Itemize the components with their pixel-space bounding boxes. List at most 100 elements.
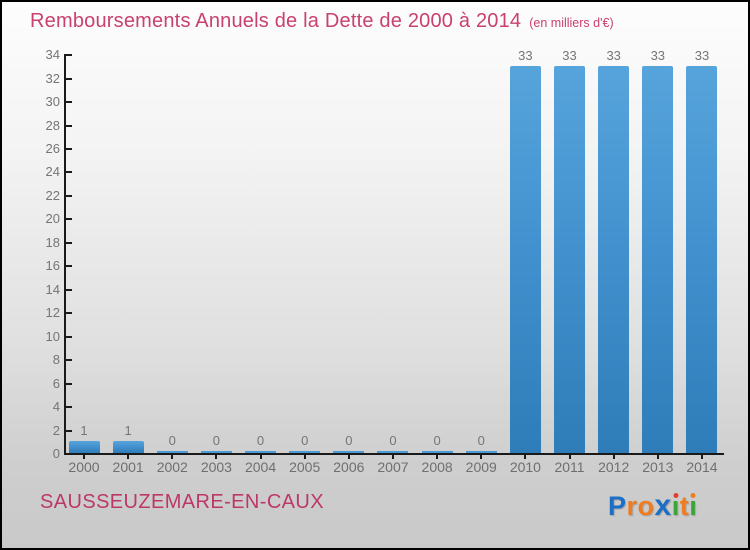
bar-value-label: 33 <box>562 48 577 63</box>
x-axis-tick-label: 2003 <box>200 459 232 475</box>
x-axis-tick <box>436 455 439 459</box>
y-axis-tick-label: 30 <box>45 94 60 110</box>
bar-value-label: 0 <box>345 433 353 448</box>
x-axis-tick-label: 2014 <box>686 459 718 475</box>
bar-2003 <box>200 451 232 453</box>
bar-2014 <box>686 66 718 453</box>
y-axis-tick <box>66 218 72 221</box>
y-axis-tick <box>66 148 72 151</box>
x-axis-tick-label: 2002 <box>156 459 188 475</box>
x-axis-tick <box>303 455 306 459</box>
bar-chart: 0 2 4 6 8 10 12 14 16 18 20 22 24 26 28 30 32 34 1 2000 1 200… <box>2 2 748 482</box>
y-axis-tick-label: 6 <box>52 375 60 391</box>
logo-letter: ı <box>671 491 680 521</box>
y-axis-tick-label: 32 <box>45 70 60 86</box>
y-axis-tick-label: 16 <box>45 258 60 274</box>
x-axis-tick-label: 2008 <box>421 459 453 475</box>
logo-letter-dot <box>690 493 696 498</box>
x-axis-tick <box>480 455 483 459</box>
x-axis-tick-label: 2000 <box>68 459 100 475</box>
bar-2007 <box>377 451 409 453</box>
y-axis-tick-label: 28 <box>45 117 60 133</box>
x-axis-tick-label: 2001 <box>112 459 144 475</box>
chart-header: Remboursements Annuels de la Dette de 20… <box>30 10 614 33</box>
y-axis-tick <box>66 359 72 362</box>
y-axis-tick <box>66 241 72 244</box>
bar-value-label: 0 <box>212 433 221 448</box>
y-axis-tick <box>66 101 72 104</box>
bar-2008 <box>421 451 453 453</box>
y-axis-tick-label: 22 <box>45 187 60 203</box>
y-axis-tick <box>66 194 72 197</box>
x-axis-tick-label: 2006 <box>333 459 365 475</box>
x-axis-tick <box>612 455 615 459</box>
bar-2012 <box>598 66 630 453</box>
y-axis-tick <box>66 382 72 385</box>
x-axis-tick <box>83 455 85 459</box>
y-axis-tick <box>66 171 72 174</box>
x-axis-tick-label: 2007 <box>377 459 409 475</box>
logo-letter: x <box>654 489 672 522</box>
bar-value-label: 1 <box>80 423 88 438</box>
x-axis-tick <box>347 455 350 459</box>
y-axis-tick-label: 14 <box>45 281 60 297</box>
bar-value-label: 0 <box>477 433 485 448</box>
bar-value-label: 33 <box>694 48 710 63</box>
x-axis-tick-label: 2013 <box>642 459 674 475</box>
x-axis-tick-label: 2010 <box>509 459 541 475</box>
y-axis-tick <box>66 453 72 455</box>
bar-value-label: 33 <box>518 48 533 63</box>
proxiti-logo: Proxı tı <box>608 489 697 523</box>
chart-title: Remboursements Annuels de la Dette de 20… <box>30 10 522 32</box>
y-axis-tick-label: 18 <box>45 234 60 250</box>
bar-value-label: 0 <box>433 433 441 448</box>
bar-2000 <box>68 441 100 453</box>
x-axis-tick-label: 2012 <box>598 459 630 475</box>
bar-2004 <box>245 451 277 453</box>
commune-name: SAUSSEUZEMARE-EN-CAUX <box>40 491 324 513</box>
x-axis-tick <box>524 455 527 459</box>
y-axis-tick-label: 2 <box>52 422 60 438</box>
bar-value-label: 0 <box>389 433 397 448</box>
logo-letter: t <box>679 491 690 521</box>
bar-2010 <box>509 66 541 453</box>
chart-subtitle: (en milliers d'€) <box>529 16 614 30</box>
x-axis-tick <box>127 455 130 459</box>
y-axis-tick <box>66 288 72 291</box>
bar-2013 <box>642 66 674 453</box>
y-axis-tick-label: 8 <box>52 352 60 368</box>
y-axis-tick <box>66 77 72 80</box>
x-axis-tick <box>568 455 571 459</box>
y-axis-tick <box>66 312 72 315</box>
x-axis-tick <box>259 455 262 459</box>
y-axis-tick <box>66 429 72 432</box>
bar-2001 <box>112 441 144 453</box>
x-axis-line <box>64 453 724 455</box>
y-axis-tick <box>66 265 72 268</box>
bar-2006 <box>333 451 365 453</box>
x-axis-tick <box>700 455 703 459</box>
y-axis-tick <box>66 54 72 57</box>
bar-2009 <box>465 451 497 453</box>
x-axis-tick-label: 2011 <box>554 459 585 475</box>
x-axis-tick-label: 2009 <box>465 459 497 475</box>
bar-2002 <box>156 451 188 453</box>
y-axis-tick-label: 20 <box>45 211 60 227</box>
y-axis-line <box>64 54 66 455</box>
y-axis-tick-label: 10 <box>45 328 60 344</box>
bar-value-label: 0 <box>301 433 309 448</box>
x-axis-tick <box>171 455 174 459</box>
y-axis-tick-label: 4 <box>52 399 60 415</box>
bar-2011 <box>554 66 586 453</box>
y-axis-tick <box>66 406 72 409</box>
y-axis-tick-label: 26 <box>45 141 60 157</box>
bar-value-label: 0 <box>256 433 265 448</box>
bar-value-label: 1 <box>124 423 132 438</box>
x-axis-tick-label: 2005 <box>289 459 321 475</box>
logo-letter-dot <box>673 493 679 498</box>
logo-letter: P <box>608 491 627 521</box>
bar-value-label: 0 <box>168 433 176 448</box>
logo-letter: o <box>637 491 655 521</box>
bar-value-label: 33 <box>606 48 621 63</box>
